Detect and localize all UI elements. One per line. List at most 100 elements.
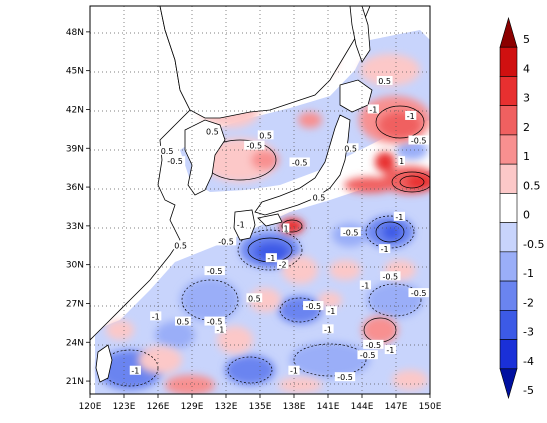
contour-label: 0.5 bbox=[378, 77, 391, 86]
contour-label-bg bbox=[150, 311, 162, 321]
contour-label: -1 bbox=[386, 346, 394, 355]
lon-tick-label: 120E bbox=[79, 402, 102, 412]
contour-label: -1 bbox=[381, 245, 389, 254]
contour-label-bg bbox=[204, 126, 221, 136]
contour-label: -1 bbox=[369, 105, 377, 114]
lat-tick-label: 24N bbox=[66, 338, 84, 348]
lon-tick-label: 144E bbox=[351, 402, 374, 412]
contour-label-bg bbox=[172, 240, 189, 250]
contour-label: 1 bbox=[399, 157, 404, 166]
lat-tick-label: 42N bbox=[66, 105, 84, 115]
contour-label: -0.5 bbox=[366, 341, 382, 350]
colorbar-swatch bbox=[499, 310, 518, 340]
colorbar-level-label: 3 bbox=[523, 92, 530, 105]
contour-label-bg bbox=[408, 135, 429, 145]
colorbar-swatch bbox=[499, 16, 518, 48]
contour-label-bg bbox=[204, 266, 225, 276]
colorbar-level-label: -4 bbox=[523, 355, 534, 368]
anomaly-field: 0.50.5-0.5-0.50.5-0.50.5-1-1-0.510.50.5-… bbox=[90, 6, 430, 394]
contour-label-bg bbox=[384, 345, 396, 355]
colorbar-level-label: -5 bbox=[523, 384, 534, 397]
lat-tick-label: 39N bbox=[66, 144, 84, 154]
lat-tick-label: 48N bbox=[66, 28, 84, 38]
contour-label-bg bbox=[398, 156, 405, 166]
contour-label-bg bbox=[405, 110, 417, 120]
contour-label: -1 bbox=[237, 221, 245, 230]
contour-label: -0.5 bbox=[337, 373, 353, 382]
lat-tick-label: 45N bbox=[66, 67, 84, 77]
contour-label-bg bbox=[282, 223, 290, 233]
contour-label-bg bbox=[379, 244, 391, 254]
lon-tick-label: 126E bbox=[147, 402, 170, 412]
colorbar-level-label: 2 bbox=[523, 121, 530, 134]
contour-label-bg bbox=[257, 130, 274, 140]
land-korea bbox=[184, 119, 226, 196]
colorbar-swatch bbox=[499, 251, 518, 282]
colorbar-swatch bbox=[499, 368, 518, 400]
lat-tick-label: 36N bbox=[66, 183, 84, 193]
contour-label-bg bbox=[244, 140, 265, 150]
contour-label: -0.5 bbox=[343, 228, 359, 237]
contour-label: -0.5 bbox=[411, 137, 427, 146]
contour-label-bg bbox=[277, 259, 289, 269]
contour-label-bg bbox=[246, 293, 263, 303]
contour-label: -0.5 bbox=[207, 267, 223, 276]
contour-label: -0.5 bbox=[411, 289, 427, 298]
contour-label: -0.5 bbox=[167, 157, 183, 166]
colorbar-swatch bbox=[499, 163, 518, 194]
lat-tick-label: 27N bbox=[66, 299, 84, 309]
contour-label: -0.5 bbox=[305, 302, 321, 311]
colorbar-swatch bbox=[499, 280, 518, 311]
contour-label-bg bbox=[265, 253, 277, 263]
lon-tick-label: 129E bbox=[181, 402, 204, 412]
colorbar-swatch bbox=[499, 339, 518, 370]
colorbar-swatch bbox=[499, 222, 518, 253]
contour-label: -1 bbox=[152, 312, 160, 321]
lon-tick-label: 138E bbox=[283, 402, 306, 412]
lat-tick-label: 21N bbox=[66, 377, 84, 387]
land-honshu bbox=[254, 114, 351, 216]
contour-label: 0.5 bbox=[161, 147, 174, 156]
colorbar-swatch bbox=[499, 76, 518, 106]
contour-label: -0.5 bbox=[207, 318, 223, 327]
contour-label-bg bbox=[322, 324, 334, 334]
contour-label: -0.5 bbox=[292, 158, 308, 167]
contour-label-bg bbox=[204, 316, 225, 326]
land-sakhalin bbox=[349, 6, 371, 63]
colorbar: 5 4 3 2 1 0.5 0 -0.5 -1 -2 -3 -4 -5 bbox=[499, 16, 544, 400]
colorbar-level-label: -1 bbox=[523, 267, 534, 280]
contour-label-bg bbox=[311, 192, 327, 202]
colorbar-level-label: 0 bbox=[523, 209, 530, 222]
contour-label: -1 bbox=[324, 325, 332, 334]
contour-label-bg bbox=[159, 145, 175, 155]
contour-label-bg bbox=[303, 301, 324, 311]
lon-tick-label: 141E bbox=[317, 402, 340, 412]
lon-tick-label: 135E bbox=[249, 402, 272, 412]
colorbar-level-label: 4 bbox=[523, 62, 530, 75]
contour-label-bg bbox=[367, 104, 379, 114]
contour-label: -1 bbox=[290, 367, 298, 376]
contour-label: -1 bbox=[395, 213, 403, 222]
contour-label-bg bbox=[175, 316, 191, 326]
lon-tick-label: 150E bbox=[419, 402, 442, 412]
contour-label-bg bbox=[376, 76, 393, 86]
contour-label: -1 bbox=[327, 307, 335, 316]
contour-label-bg bbox=[408, 288, 429, 298]
colorbar-swatch bbox=[499, 193, 518, 223]
contour-label: 0.5 bbox=[174, 241, 187, 250]
contour-label-bg bbox=[235, 219, 247, 229]
latitude-axis: 21N 24N 27N 30N 33N 36N 39N 42N 45N 48N bbox=[66, 28, 90, 387]
colorbar-swatch bbox=[499, 105, 518, 136]
contour-label: -0.5 bbox=[247, 142, 263, 151]
contour-label: -1 bbox=[131, 367, 139, 376]
contour-label-bg bbox=[359, 280, 371, 290]
lon-tick-label: 132E bbox=[215, 402, 238, 412]
contour-label: 0.5 bbox=[177, 318, 190, 327]
contour-label-bg bbox=[129, 365, 141, 375]
land-shikoku bbox=[257, 213, 283, 227]
contour-label-bg bbox=[334, 372, 356, 382]
contour-labels: 0.50.5-0.5-0.50.5-0.50.5-1-1-0.510.50.5-… bbox=[129, 76, 429, 382]
contour-label: 0.5 bbox=[206, 127, 219, 136]
contour-label: -0.5 bbox=[218, 237, 234, 246]
